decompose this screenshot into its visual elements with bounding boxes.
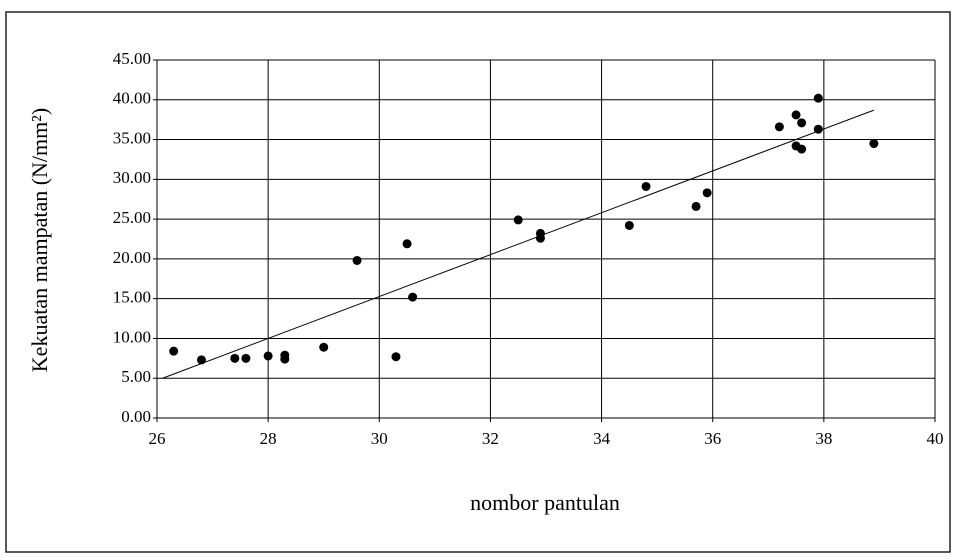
data-point xyxy=(869,139,879,149)
x-tick-label: 30 xyxy=(371,429,388,448)
data-point xyxy=(263,351,273,361)
y-tick-label: 15.00 xyxy=(113,288,151,307)
data-point xyxy=(702,188,712,198)
data-point xyxy=(813,124,823,134)
data-point xyxy=(691,201,701,211)
trend-line xyxy=(162,109,875,379)
x-tick-label: 28 xyxy=(260,429,277,448)
data-point xyxy=(402,239,412,249)
x-tick-label: 32 xyxy=(482,429,499,448)
chart-frame xyxy=(5,11,951,553)
data-point xyxy=(352,255,362,265)
data-point xyxy=(813,93,823,103)
data-point xyxy=(408,292,418,302)
data-point xyxy=(391,352,401,362)
y-tick-label: 20.00 xyxy=(113,248,151,267)
data-point xyxy=(196,355,206,365)
data-point xyxy=(641,181,651,191)
y-tick-label: 35.00 xyxy=(113,128,151,147)
y-tick-label: 5.00 xyxy=(121,367,151,386)
y-tick-label: 30.00 xyxy=(113,168,151,187)
y-tick-label: 40.00 xyxy=(113,89,151,108)
data-point xyxy=(797,118,807,128)
data-point xyxy=(535,233,545,243)
x-axis-label: nombor pantulan xyxy=(470,490,620,515)
y-tick-label: 10.00 xyxy=(113,327,151,346)
data-point xyxy=(624,220,634,230)
x-tick-label: 34 xyxy=(593,429,611,448)
y-tick-label: 0.00 xyxy=(121,407,151,426)
data-point xyxy=(241,353,251,363)
data-point xyxy=(791,110,801,120)
x-tick-label: 36 xyxy=(704,429,721,448)
x-tick-label: 40 xyxy=(927,429,944,448)
data-point xyxy=(230,353,240,363)
data-point xyxy=(319,342,329,352)
y-tick-label: 25.00 xyxy=(113,208,151,227)
data-point xyxy=(169,346,179,356)
x-tick-label: 26 xyxy=(149,429,166,448)
data-point xyxy=(513,215,523,225)
data-point xyxy=(797,144,807,154)
y-axis-label: Kekuatan mampatan (N/mm²) xyxy=(27,108,52,372)
x-tick-label: 38 xyxy=(815,429,832,448)
data-point xyxy=(774,122,784,132)
data-point xyxy=(280,354,290,364)
y-tick-label: 45.00 xyxy=(113,49,151,68)
